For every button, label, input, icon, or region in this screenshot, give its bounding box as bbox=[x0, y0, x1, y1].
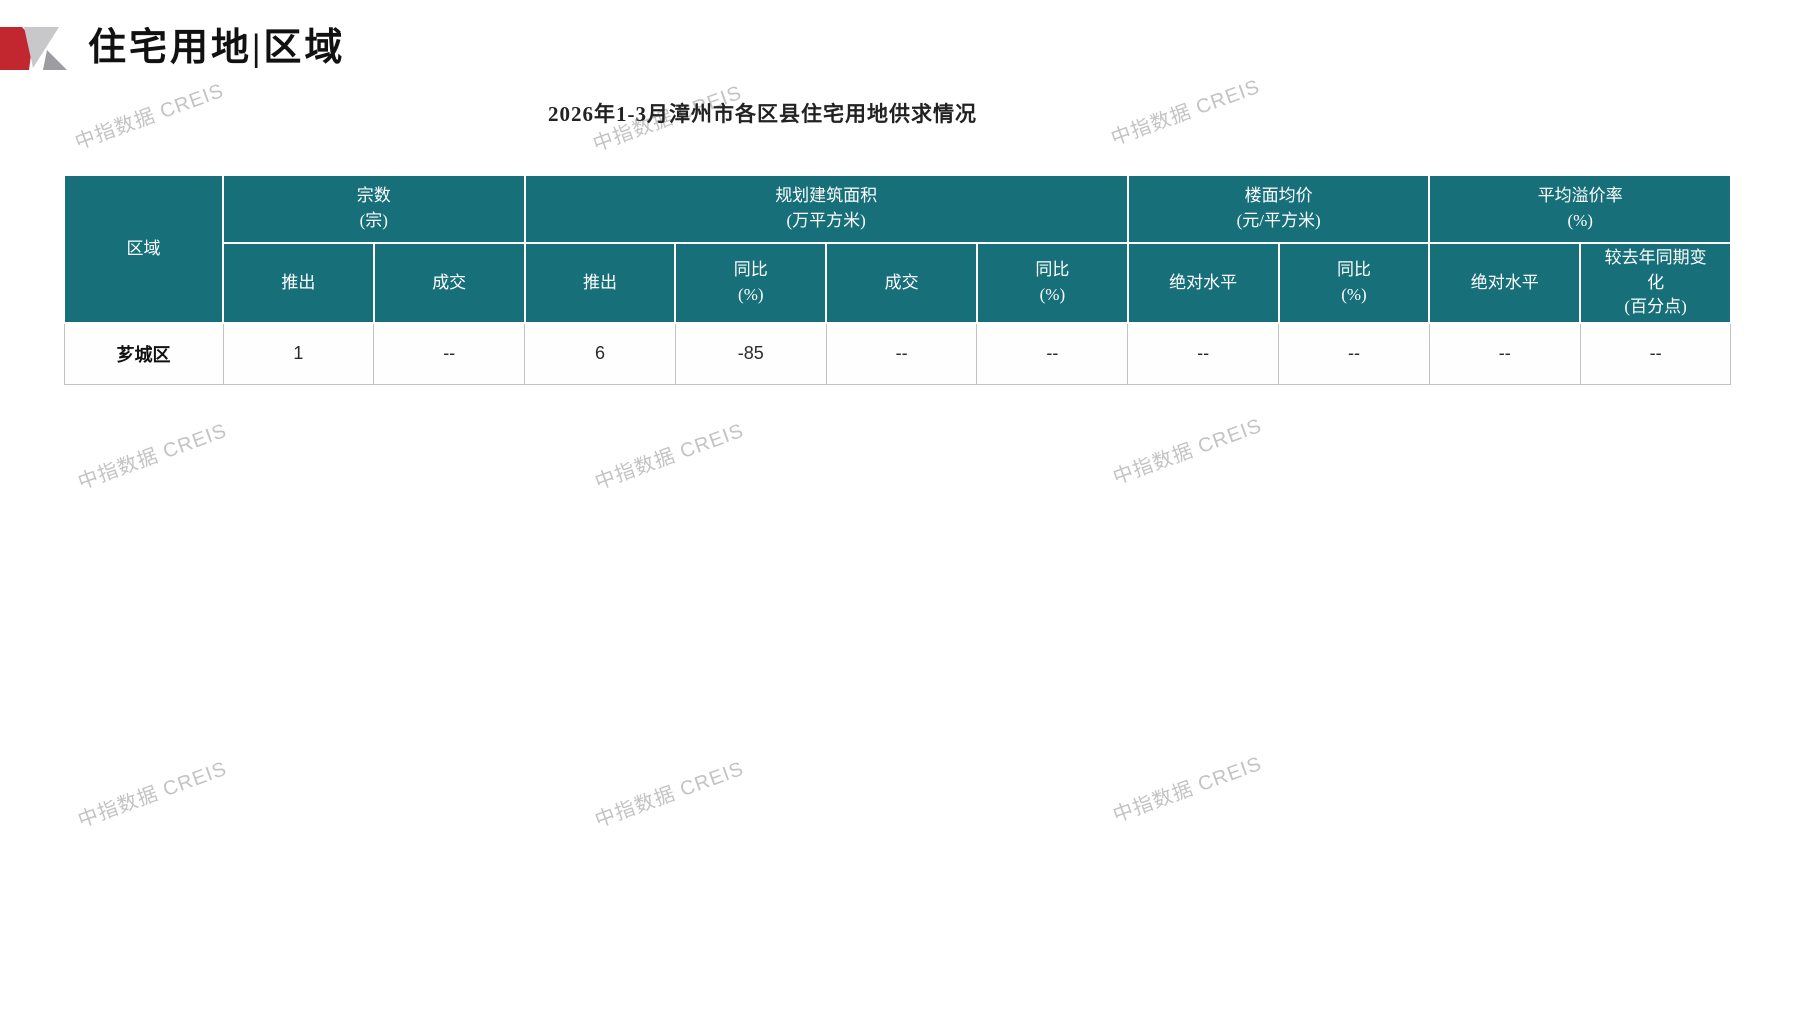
cell-sold-area-yoy: -- bbox=[976, 322, 1129, 385]
watermark: 中指数据 CREIS bbox=[1108, 75, 1263, 151]
col-group-lots: 宗数 (宗) bbox=[222, 174, 526, 244]
logo-light-gray-shape bbox=[24, 27, 59, 68]
watermark: 中指数据 CREIS bbox=[592, 757, 747, 833]
col-group-premium-rate: 平均溢价率 (%) bbox=[1428, 174, 1732, 244]
cell-premium-change: -- bbox=[1579, 322, 1732, 385]
watermark: 中指数据 CREIS bbox=[75, 757, 230, 833]
cell-price-yoy: -- bbox=[1278, 322, 1430, 385]
cell-sold-lots: -- bbox=[373, 322, 526, 385]
cell-launched-lots: 1 bbox=[222, 322, 375, 385]
logo-red-shape bbox=[0, 27, 33, 70]
cell-premium-level: -- bbox=[1428, 322, 1581, 385]
sub-col-launched-area: 推出 bbox=[523, 242, 677, 324]
col-group-floor-price: 楼面均价 (元/平方米) bbox=[1126, 174, 1431, 244]
col-header-region: 区域 bbox=[63, 174, 224, 324]
sub-col-launched-lots: 推出 bbox=[222, 242, 375, 324]
sub-col-sold-area: 成交 bbox=[825, 242, 978, 324]
sub-col-premium-level: 绝对水平 bbox=[1428, 242, 1582, 324]
cell-region: 芗城区 bbox=[63, 322, 224, 385]
table-title: 2026年1-3月漳州市各区县住宅用地供求情况 bbox=[548, 102, 977, 126]
sub-col-launched-area-yoy: 同比 (%) bbox=[674, 242, 828, 324]
watermark: 中指数据 CREIS bbox=[75, 419, 230, 495]
logo-dark-gray-shape bbox=[43, 50, 67, 70]
page-title: 住宅用地|区域 bbox=[88, 27, 346, 69]
cell-launched-area-yoy: -85 bbox=[674, 322, 827, 385]
sub-col-price-yoy: 同比 (%) bbox=[1277, 242, 1431, 324]
land-supply-table: 区域 宗数 (宗) 规划建筑面积 (万平方米) 楼面均价 (元/平方米) 平均溢… bbox=[63, 174, 1732, 385]
sub-col-premium-change: 较去年同期变 化 (百分点) bbox=[1579, 242, 1732, 324]
table-row: 芗城区 1 -- 6 -85 -- -- -- -- -- -- bbox=[63, 322, 1732, 385]
creis-logo-icon bbox=[0, 27, 67, 70]
sub-col-price-level: 绝对水平 bbox=[1126, 242, 1280, 324]
cell-launched-area: 6 bbox=[524, 322, 676, 385]
cell-price-level: -- bbox=[1127, 322, 1280, 385]
sub-col-sold-area-yoy: 同比 (%) bbox=[975, 242, 1129, 324]
cell-sold-area: -- bbox=[825, 322, 978, 385]
watermark: 中指数据 CREIS bbox=[1110, 414, 1265, 490]
col-group-planned-area: 规划建筑面积 (万平方米) bbox=[523, 174, 1129, 244]
watermark: 中指数据 CREIS bbox=[592, 419, 747, 495]
watermark: 中指数据 CREIS bbox=[1110, 752, 1265, 828]
watermark: 中指数据 CREIS bbox=[72, 79, 227, 155]
sub-col-sold-lots: 成交 bbox=[372, 242, 526, 324]
